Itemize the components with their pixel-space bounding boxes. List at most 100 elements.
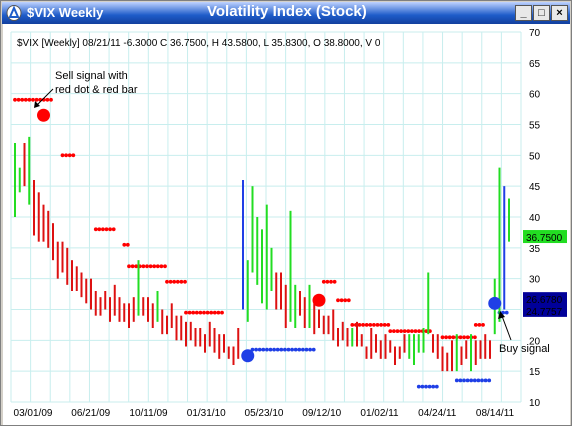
sell-dot xyxy=(473,323,478,327)
buy-annotation: Buy signal xyxy=(499,343,550,355)
buy-dot xyxy=(483,378,488,383)
buy-dot xyxy=(257,347,262,352)
x-tick-label: 08/14/11 xyxy=(476,408,515,419)
buy-dot xyxy=(487,378,492,383)
sell-dot xyxy=(130,264,135,269)
sell-dot xyxy=(343,298,348,303)
minimize-button[interactable]: _ xyxy=(515,5,532,21)
buy-dot xyxy=(279,347,284,352)
sell-dot xyxy=(168,279,173,284)
buy-dot xyxy=(427,384,432,389)
sell-dot xyxy=(49,97,53,102)
sell-dot xyxy=(336,298,340,303)
sell-dot xyxy=(13,97,17,102)
sell-dot xyxy=(368,323,373,327)
sell-dot xyxy=(71,153,76,158)
y-tick-label: 40 xyxy=(529,213,541,224)
sell-dot xyxy=(413,329,418,333)
sell-dot xyxy=(45,97,50,102)
x-tick-label: 01/02/11 xyxy=(360,408,399,419)
info-line: $VIX [Weekly] 08/21/11 -6.3000 C 36.7500… xyxy=(17,38,381,49)
sell-dot xyxy=(321,279,326,284)
buy-dot xyxy=(431,384,436,389)
y-tick-label: 65 xyxy=(529,59,541,70)
sell-dot xyxy=(388,329,393,333)
buy-dot xyxy=(297,347,302,352)
title-bar[interactable]: $VIX Weekly Volatility Index (Stock) _ □… xyxy=(2,2,570,24)
sell-dot xyxy=(127,264,131,269)
sell-dot xyxy=(462,335,466,340)
buy-dot xyxy=(472,378,477,383)
sell-dot xyxy=(477,323,482,327)
x-tick-label: 10/11/09 xyxy=(129,408,168,419)
y-tick-label: 45 xyxy=(529,182,541,193)
sell-annotation-line-2: red dot & red bar xyxy=(55,84,138,96)
sell-dot xyxy=(172,279,177,284)
buy-dot xyxy=(261,347,266,352)
sell-annotation-arrow xyxy=(36,88,54,106)
sell-dot xyxy=(175,279,180,284)
sell-dot xyxy=(372,323,376,327)
y-tick-label: 35 xyxy=(529,244,541,255)
sell-dot xyxy=(23,97,28,102)
close-button[interactable]: × xyxy=(551,5,568,21)
buy-dot xyxy=(504,310,509,315)
sell-dot xyxy=(16,97,21,102)
sell-dot xyxy=(325,279,330,284)
sell-dot xyxy=(198,310,203,315)
chart-title: Volatility Index (Stock) xyxy=(207,3,367,20)
sell-dot xyxy=(406,329,411,333)
sell-dot xyxy=(375,323,380,327)
buy-dot xyxy=(416,384,421,389)
sell-dot xyxy=(364,323,369,327)
sell-annotation: Sell signal with red dot & red bar xyxy=(55,70,138,96)
sell-dot xyxy=(417,329,421,333)
upper-band-label-bg xyxy=(523,292,567,306)
sell-dot xyxy=(165,279,169,284)
sell-dot xyxy=(209,310,214,315)
sell-dot xyxy=(379,323,383,327)
y-tick-label: 20 xyxy=(529,336,541,347)
sell-dot xyxy=(93,227,98,232)
sell-dot xyxy=(104,227,109,232)
sell-dot xyxy=(402,329,407,333)
sell-dot xyxy=(60,153,65,158)
close-price-label-bg xyxy=(523,230,567,244)
maximize-button[interactable]: □ xyxy=(533,5,550,21)
sell-dot xyxy=(194,310,199,315)
sell-signal-dot xyxy=(312,293,326,307)
upper-band-label: 26.6780 xyxy=(526,295,563,306)
sell-dot xyxy=(399,329,403,333)
buy-dot xyxy=(480,378,484,383)
buy-dot xyxy=(301,347,305,352)
plot-area[interactable]: 10152025303540455055606570 03/01/0906/21… xyxy=(3,24,570,425)
sell-dot xyxy=(67,153,72,158)
y-axis: 10152025303540455055606570 xyxy=(529,28,541,409)
sell-dot xyxy=(444,335,448,340)
sell-dot xyxy=(451,335,456,340)
app-logo-icon xyxy=(6,5,22,21)
sell-dot xyxy=(212,310,217,315)
y-tick-label: 70 xyxy=(529,28,541,39)
buy-dot xyxy=(501,310,505,315)
buy-dot xyxy=(469,378,474,383)
buy-dot xyxy=(268,347,273,352)
sell-dot xyxy=(101,227,105,232)
vix-chart[interactable]: 10152025303540455055606570 03/01/0906/21… xyxy=(3,24,570,425)
sell-dot xyxy=(184,310,188,315)
x-tick-label: 04/24/11 xyxy=(418,408,457,419)
sell-dot xyxy=(111,227,116,232)
buy-dot xyxy=(254,347,258,352)
sell-dot xyxy=(152,264,157,269)
buy-dot xyxy=(286,347,291,352)
sell-dot xyxy=(410,329,414,333)
buy-dot xyxy=(454,378,459,383)
sell-dot xyxy=(395,329,400,333)
sell-dot xyxy=(27,97,32,102)
sell-dot xyxy=(34,97,39,102)
sell-dot xyxy=(125,242,130,247)
buy-dot xyxy=(272,347,276,352)
sell-dot xyxy=(392,329,396,333)
